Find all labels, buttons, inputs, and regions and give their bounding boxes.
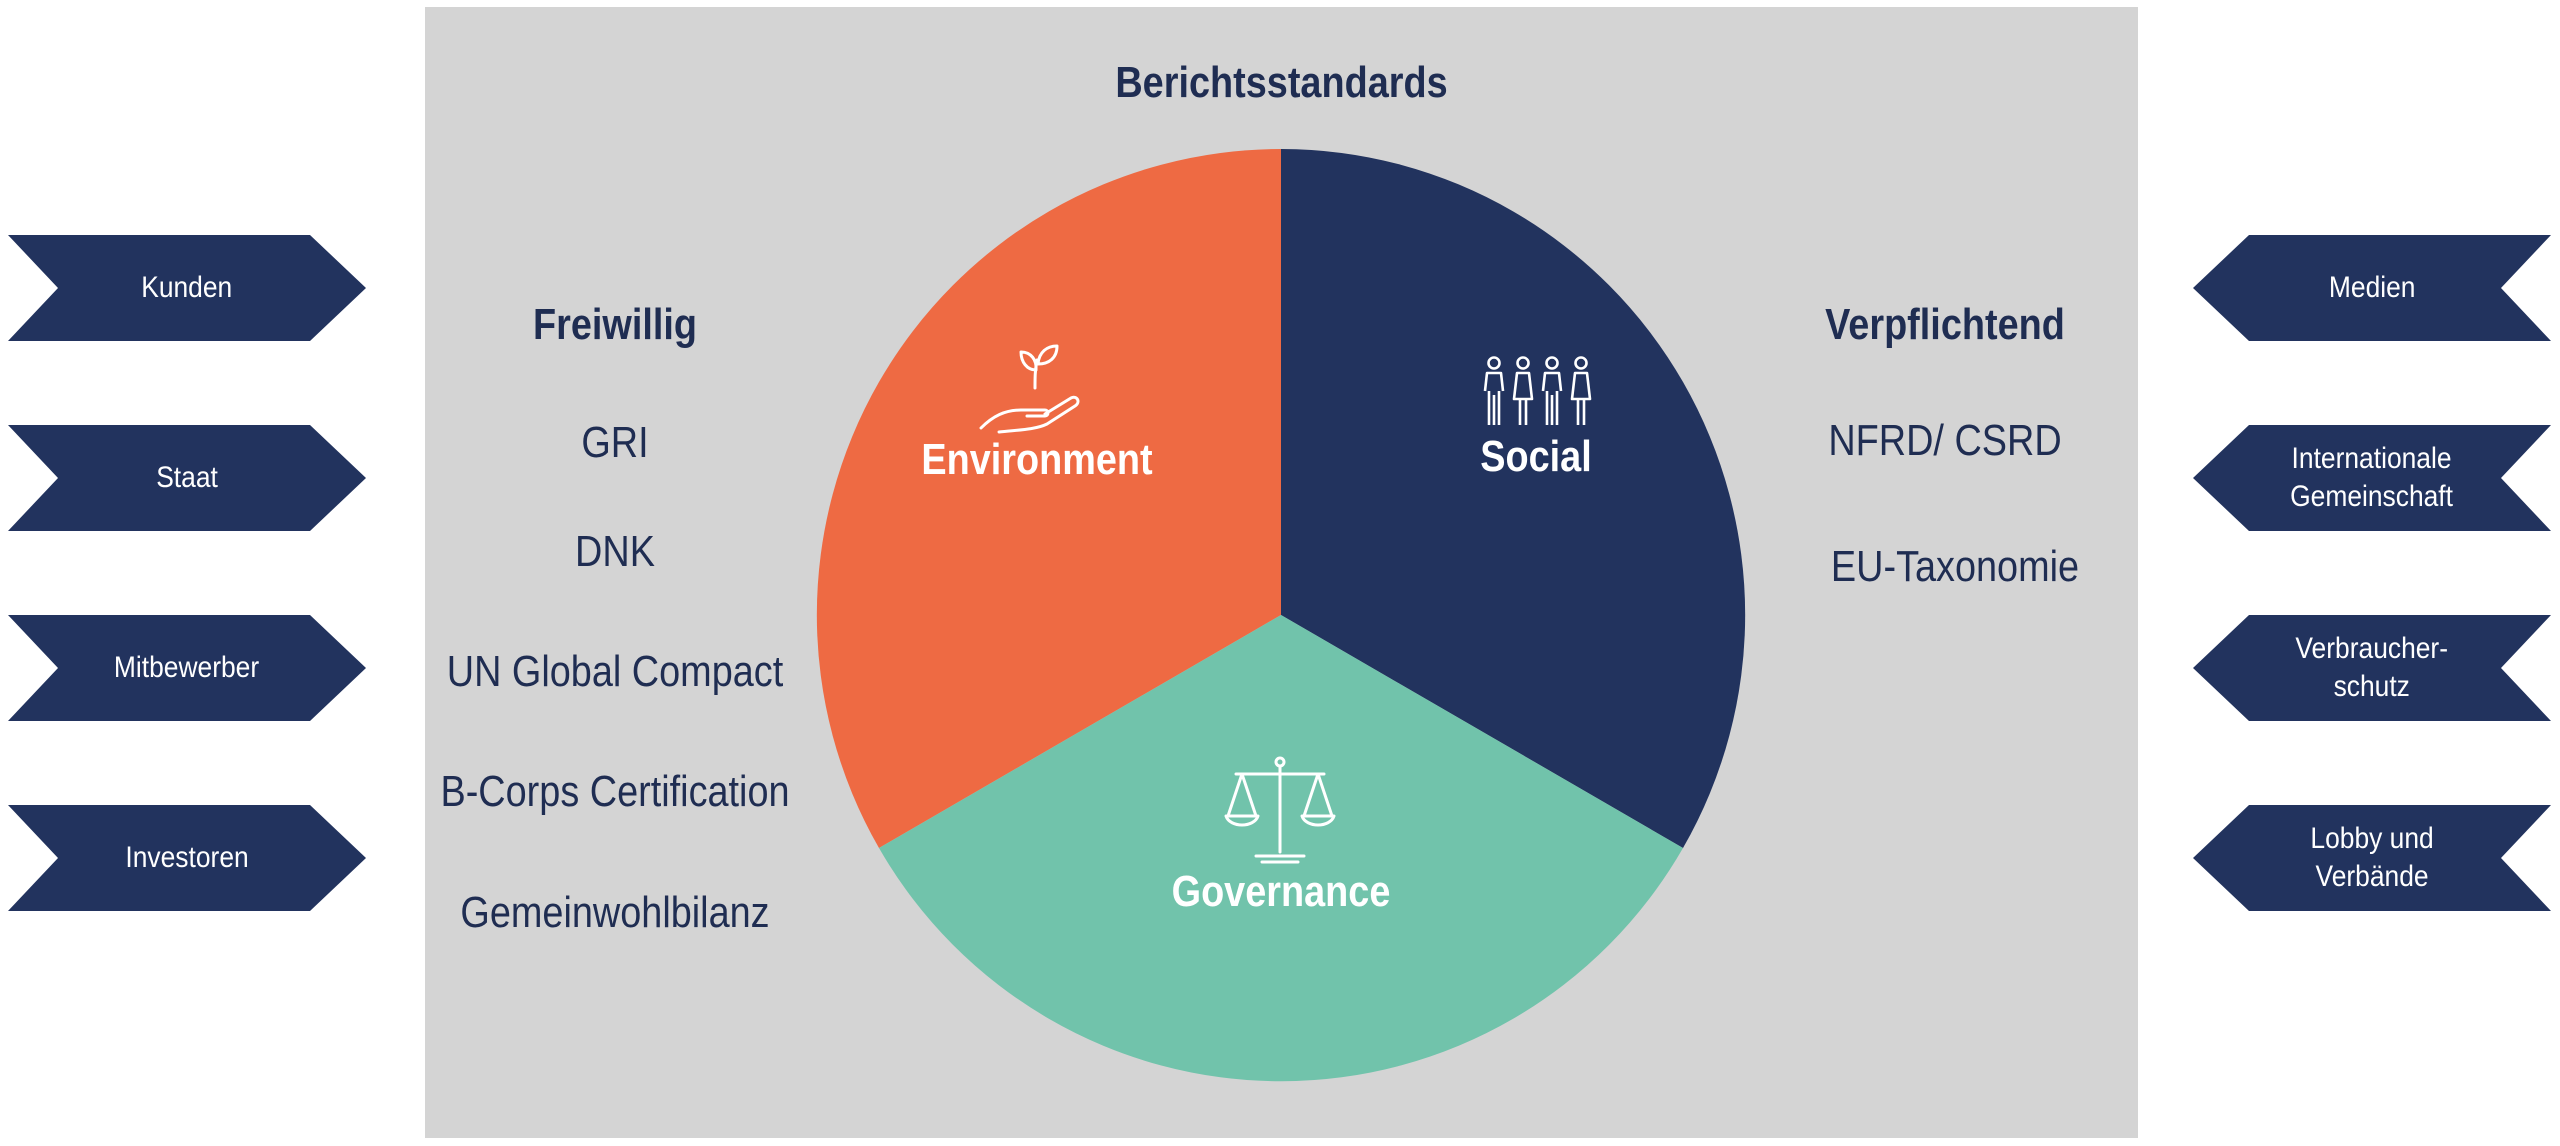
- segment-label-governance: Governance: [1171, 867, 1391, 916]
- voluntary-item-gemeinwohlbilanz: Gemeinwohlbilanz: [460, 888, 770, 937]
- voluntary-item-un-global-compact: UN Global Compact: [446, 647, 784, 696]
- people-group-icon: [1483, 356, 1592, 425]
- stakeholder-label: Kunden: [141, 271, 233, 304]
- stakeholder-label: Staat: [156, 461, 218, 494]
- arrow-shape: [8, 235, 366, 341]
- segment-label-social: Social: [1480, 432, 1592, 481]
- stakeholder-arrow-lobby-verbaende: Lobby und Verbände: [2193, 805, 2551, 911]
- stakeholder-arrow-investoren: Investoren: [8, 805, 366, 911]
- stakeholder-arrow-staat: Staat: [8, 425, 366, 531]
- arrow-shape: [2193, 235, 2551, 341]
- diagram-title: Berichtsstandards: [1115, 58, 1448, 107]
- plant-in-hand-icon: [979, 344, 1080, 434]
- voluntary-item-gri: GRI: [581, 418, 649, 467]
- mandatory-item-nfrd-csrd: NFRD/ CSRD: [1828, 416, 2062, 465]
- arrow-shape: [2193, 615, 2551, 721]
- arrow-shape: [8, 615, 366, 721]
- voluntary-heading: Freiwillig: [532, 300, 697, 349]
- arrow-shape: [2193, 425, 2551, 531]
- stakeholder-arrow-verbraucherschutz: Verbraucher- schutz: [2193, 615, 2551, 721]
- voluntary-item-b-corps: B-Corps Certification: [440, 767, 790, 816]
- stakeholder-label: Lobby und Verbände: [2310, 822, 2434, 893]
- mandatory-item-eu-taxonomie: EU-Taxonomie: [1830, 542, 2080, 591]
- arrow-shape: [2193, 805, 2551, 911]
- stakeholder-arrow-mitbewerber: Mitbewerber: [8, 615, 366, 721]
- mandatory-heading: Verpflichtend: [1825, 300, 2065, 349]
- pie-slice-social: [1281, 148, 1746, 848]
- stakeholder-label: Verbraucher- schutz: [2295, 632, 2449, 703]
- voluntary-item-dnk: DNK: [575, 527, 655, 576]
- stakeholder-label: Investoren: [125, 841, 249, 874]
- pie-slice-environment: [816, 148, 1281, 848]
- scales-icon: [1224, 756, 1336, 864]
- stakeholder-arrow-kunden: Kunden: [8, 235, 366, 341]
- stakeholder-label: Internationale Gemeinschaft: [2290, 442, 2454, 513]
- stakeholder-arrow-medien: Medien: [2193, 235, 2551, 341]
- stakeholder-label: Mitbewerber: [114, 651, 260, 684]
- arrow-shape: [8, 805, 366, 911]
- stakeholder-arrow-internationale-gemeinschaft: Internationale Gemeinschaft: [2193, 425, 2551, 531]
- stakeholder-label: Medien: [2328, 271, 2416, 304]
- segment-label-environment: Environment: [921, 435, 1153, 484]
- arrow-shape: [8, 425, 366, 531]
